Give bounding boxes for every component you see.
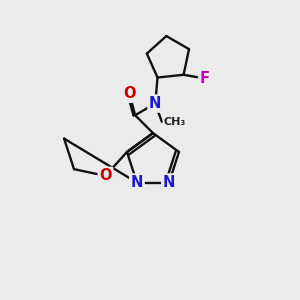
Text: F: F	[200, 71, 210, 86]
Text: CH₃: CH₃	[163, 117, 186, 127]
Text: N: N	[131, 175, 143, 190]
Text: N: N	[149, 96, 161, 111]
Text: O: O	[99, 168, 112, 183]
Text: N: N	[163, 175, 175, 190]
Text: O: O	[123, 86, 136, 101]
